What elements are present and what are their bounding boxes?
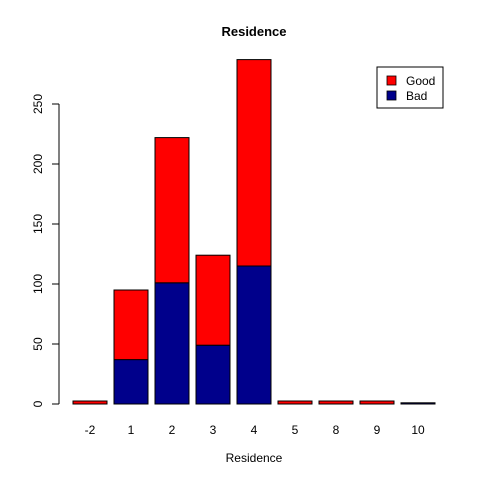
- x-tick-label-10: 10: [411, 423, 425, 437]
- y-tick-label-100: 100: [31, 274, 45, 294]
- bar-good-1: [113, 289, 149, 361]
- bar-bad-1: [113, 359, 149, 405]
- bar-good-8: [318, 400, 354, 405]
- legend-box: [376, 66, 444, 109]
- y-axis-ticks: 0 50 100 150 200 250: [31, 94, 59, 407]
- bar-good-3: [195, 254, 231, 346]
- bar-good--2: [72, 400, 108, 405]
- chart-title: Residence: [221, 24, 286, 39]
- y-tick-label-250: 250: [31, 94, 45, 114]
- y-tick-label-0: 0: [31, 400, 45, 407]
- x-tick-label--2: -2: [85, 423, 96, 437]
- legend: Good Bad: [376, 66, 444, 109]
- x-axis-title: Residence: [226, 451, 283, 465]
- x-tick-label-8: 8: [333, 423, 340, 437]
- y-tick-label-150: 150: [31, 214, 45, 234]
- legend-swatch-good: [386, 75, 397, 86]
- bar-bad-4: [236, 265, 272, 405]
- x-tick-label-2: 2: [169, 423, 176, 437]
- legend-label-bad: Bad: [406, 89, 427, 103]
- bars-group: [72, 59, 436, 405]
- bar-bad-3: [195, 344, 231, 405]
- bar-bad-10: [400, 402, 436, 405]
- x-tick-label-4: 4: [251, 423, 258, 437]
- y-tick-label-50: 50: [31, 337, 45, 351]
- x-tick-label-3: 3: [210, 423, 217, 437]
- bar-good-4: [236, 59, 272, 267]
- x-tick-label-9: 9: [374, 423, 381, 437]
- bar-good-9: [359, 400, 395, 405]
- x-axis-labels: -2 1 2 3 4 5 8 9 10: [85, 423, 425, 437]
- bar-good-2: [154, 137, 190, 284]
- legend-swatch-bad: [386, 90, 397, 101]
- bar-bad-2: [154, 282, 190, 405]
- legend-label-good: Good: [406, 74, 435, 88]
- x-tick-label-1: 1: [128, 423, 135, 437]
- bar-good-5: [277, 400, 313, 405]
- y-tick-label-200: 200: [31, 154, 45, 174]
- x-tick-label-5: 5: [292, 423, 299, 437]
